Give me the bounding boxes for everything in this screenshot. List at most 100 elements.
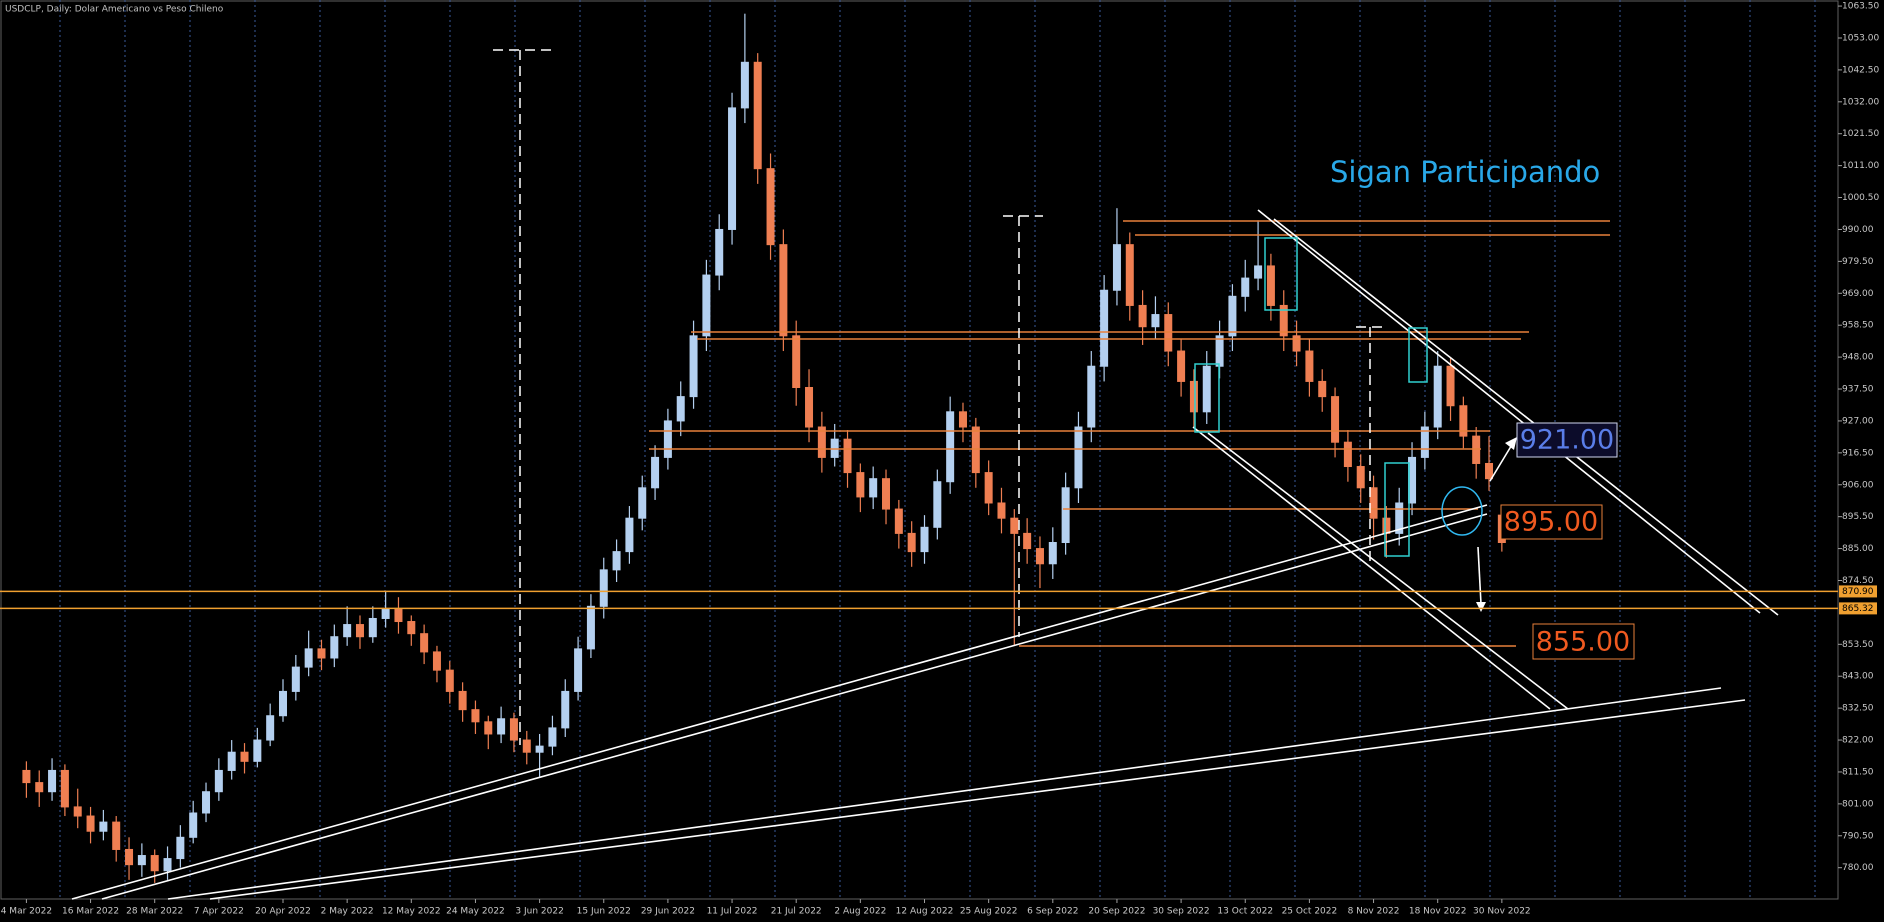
x-tick-label: 21 Jul 2022 <box>771 907 822 917</box>
y-tick-label: 937.50 <box>1842 385 1874 395</box>
candle-body <box>882 478 891 510</box>
candle-body <box>548 727 557 747</box>
candle-body <box>1446 365 1455 407</box>
annotation-box <box>1516 422 1618 458</box>
candle-body <box>125 848 134 866</box>
x-tick-label: 30 Sep 2022 <box>1153 907 1210 917</box>
highlight-box <box>1408 327 1428 383</box>
arrow-head <box>1476 602 1486 612</box>
candle-body <box>753 61 762 170</box>
candle-body <box>920 526 929 553</box>
candle-body <box>35 782 44 793</box>
candle-body <box>1305 350 1314 382</box>
chart-title: USDCLP, Daily: Dolar Americano vs Peso C… <box>5 5 224 15</box>
candle-body <box>1035 548 1044 565</box>
candle-body <box>766 168 775 246</box>
candle-body <box>1433 365 1442 428</box>
candle-body <box>48 769 57 793</box>
candle-body <box>612 551 621 571</box>
x-tick-label: 20 Sep 2022 <box>1088 907 1145 917</box>
candle-body <box>86 815 95 832</box>
annotation-text: Sigan Participando <box>1330 155 1600 189</box>
candle-body <box>1125 244 1134 306</box>
candle-body <box>971 426 980 474</box>
candle-body <box>330 636 339 659</box>
candle-body <box>1087 365 1096 428</box>
candle-body <box>1138 304 1147 328</box>
trend-line <box>209 699 1746 900</box>
candle-body <box>266 715 275 741</box>
arrow <box>1489 442 1514 482</box>
x-tick-label: 18 Nov 2022 <box>1409 907 1467 917</box>
candle-body <box>317 648 326 659</box>
candle-body <box>561 690 570 729</box>
candle-body <box>394 608 403 623</box>
candle-body <box>599 569 608 607</box>
candle-body <box>715 228 724 276</box>
candle-body <box>728 107 737 230</box>
y-tick-label: 1000.50 <box>1842 193 1879 203</box>
annotation-text: 895.00 <box>1504 507 1598 538</box>
y-tick-label: 927.00 <box>1842 416 1874 426</box>
x-tick-label: 7 Apr 2022 <box>194 907 244 917</box>
candle-body <box>676 396 685 422</box>
y-tick-label: 969.00 <box>1842 289 1874 299</box>
y-tick-label: 822.00 <box>1842 736 1874 746</box>
candle-body <box>1279 304 1288 337</box>
y-tick-label: 780.00 <box>1842 863 1874 873</box>
candle-body <box>420 633 429 653</box>
candle-body <box>740 61 749 109</box>
candle-body <box>843 438 852 474</box>
price-tag <box>1839 585 1877 598</box>
candle-body <box>1228 295 1237 337</box>
annotation-text: 921.00 <box>1520 425 1614 456</box>
y-tick-label: 811.50 <box>1842 767 1874 777</box>
candle-body <box>60 769 69 808</box>
x-tick-label: 2 May 2022 <box>321 907 374 917</box>
candle-body <box>1318 380 1327 398</box>
trend-line <box>71 504 1488 900</box>
candle-body <box>933 481 942 528</box>
candle-body <box>279 690 287 717</box>
candle-body <box>150 855 159 872</box>
price-tag-label: 870.90 <box>1842 587 1874 597</box>
candle-body <box>1241 277 1250 297</box>
candle-body <box>1343 441 1352 468</box>
x-tick-label: 29 Jun 2022 <box>641 907 695 917</box>
candle-body <box>651 456 660 489</box>
candle-body <box>1189 380 1198 413</box>
candle-body <box>1202 365 1211 413</box>
y-tick-label: 801.00 <box>1842 799 1874 809</box>
y-tick-label: 1042.50 <box>1842 65 1879 75</box>
candle-body <box>894 508 903 534</box>
highlight-box <box>1384 462 1410 557</box>
candle-body <box>304 648 313 668</box>
candle-body <box>1369 487 1378 519</box>
candle-body <box>99 821 108 832</box>
candle-body <box>1356 466 1365 489</box>
candle-body <box>112 821 121 850</box>
x-tick-label: 4 Mar 2022 <box>1 907 52 917</box>
candle-body <box>355 624 364 638</box>
x-tick-label: 13 Oct 2022 <box>1217 907 1273 917</box>
candle-body <box>702 274 711 337</box>
y-tick-label: 948.00 <box>1842 353 1874 363</box>
annotation-box <box>1500 504 1603 540</box>
candle-body <box>663 420 672 458</box>
candle-body <box>907 532 916 553</box>
y-tick-label: 979.50 <box>1842 257 1874 267</box>
candle-body <box>522 739 531 753</box>
y-tick-label: 790.50 <box>1842 831 1874 841</box>
candle-body <box>22 769 31 784</box>
y-tick-label: 874.50 <box>1842 576 1874 586</box>
candle-body <box>291 666 300 692</box>
candle-body <box>625 517 634 553</box>
candle-body <box>189 812 198 838</box>
x-tick-label: 12 Aug 2022 <box>896 907 954 917</box>
trend-line <box>167 687 1722 900</box>
candle-body <box>1061 487 1070 544</box>
price-tag-label: 865.32 <box>1842 604 1874 614</box>
candle-body <box>1023 532 1032 550</box>
x-tick-label: 12 May 2022 <box>382 907 441 917</box>
